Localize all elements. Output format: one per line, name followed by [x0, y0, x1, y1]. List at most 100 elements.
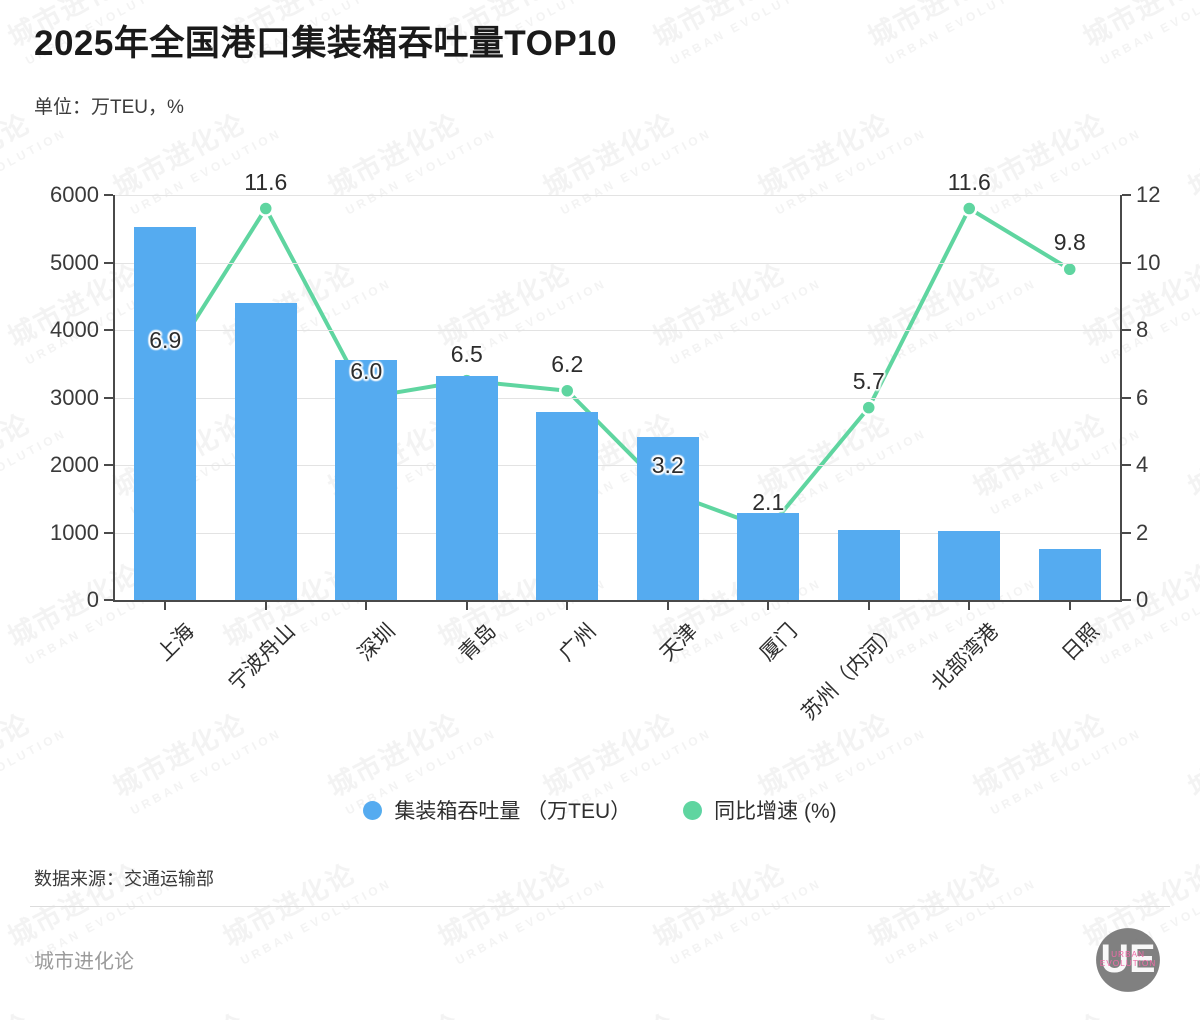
x-axis-tick [365, 600, 368, 610]
header: 2025年全国港口集装箱吞吐量TOP10 单位：万TEU，% [34, 22, 617, 119]
chart-legend: 集装箱吞吐量 （万TEU） 同比增速 (%) [0, 795, 1200, 825]
y-axis-right-label: 8 [1136, 317, 1149, 342]
y-axis-right-label: 4 [1136, 452, 1149, 477]
growth-line-path [163, 206, 1072, 532]
y-axis-right-tick [1122, 396, 1131, 399]
y-axis-right [1120, 195, 1122, 600]
line-data-label: 5.7 [852, 367, 885, 394]
x-axis-tick [867, 600, 870, 610]
line-data-label: 9.8 [1053, 229, 1086, 256]
gridline [115, 397, 1120, 399]
legend-label: 集装箱吞吐量 （万TEU） [394, 800, 632, 823]
x-axis-label: 宁波舟山 [223, 619, 300, 696]
y-axis-left-tick [104, 194, 113, 196]
chart-container: 0 1000 2000 3000 4000 5000 6000 0 2 4 6 8 10 12 上海 宁波舟山… [0, 169, 1200, 810]
y-axis-left-label: 5000 [50, 249, 99, 275]
line-data-label: 6.2 [551, 350, 584, 377]
bar [636, 436, 699, 600]
line-data-point [1061, 261, 1078, 278]
gridline [115, 465, 1120, 466]
y-axis-right-label: 0 [1136, 587, 1149, 612]
y-axis-left-label: 3000 [50, 384, 99, 410]
y-axis-right-tick [1122, 464, 1131, 466]
x-axis-label: 上海 [153, 619, 200, 666]
line-data-point [961, 200, 978, 217]
y-axis-right-tick [1122, 599, 1131, 601]
line-data-label: 6.5 [450, 340, 483, 367]
bar [737, 512, 800, 600]
y-axis-left-label: 6000 [50, 182, 99, 207]
bar [536, 411, 599, 600]
y-axis-left-label: 0 [86, 587, 99, 612]
x-axis-label: 青岛 [454, 619, 501, 666]
legend-label: 同比增速 (%) [714, 800, 837, 823]
x-axis-tick [968, 600, 971, 610]
gridline [115, 195, 1120, 196]
x-axis-label: 苏州（内河） [797, 619, 903, 725]
y-axis-right-label: 10 [1136, 249, 1161, 275]
x-axis-tick [164, 600, 167, 610]
y-axis-left-label: 4000 [50, 317, 99, 342]
y-axis-right-label: 6 [1136, 384, 1149, 410]
bar [837, 529, 900, 600]
x-axis-tick [666, 600, 669, 610]
x-axis-label: 日照 [1057, 619, 1104, 666]
line-data-point [559, 382, 576, 399]
bar [234, 303, 297, 600]
y-axis-left-tick [104, 329, 113, 331]
x-axis-tick [566, 600, 569, 610]
y-axis-right-tick [1122, 261, 1131, 264]
y-axis-left-tick [104, 531, 113, 534]
gridline [115, 330, 1120, 331]
legend-color-dot-icon [363, 800, 383, 820]
y-axis-left [113, 195, 115, 600]
plot-area: 0 1000 2000 3000 4000 5000 6000 0 2 4 6 8 10 12 上海 宁波舟山… [50, 169, 1160, 725]
line-data-label: 11.6 [244, 168, 288, 195]
line-data-point [257, 200, 274, 217]
y-axis-left-label: 2000 [50, 452, 99, 477]
x-axis-label: 深圳 [354, 619, 401, 666]
line-data-label: 2.1 [752, 489, 785, 516]
legend-item[interactable]: 同比增速 (%) [683, 795, 837, 825]
legend-item[interactable]: 集装箱吞吐量 （万TEU） [363, 795, 631, 825]
page-title: 2025年全国港口集装箱吞吐量TOP10 [34, 24, 618, 63]
x-axis-tick [1068, 600, 1071, 610]
y-axis-right-label: 12 [1136, 182, 1161, 207]
gridline [115, 532, 1120, 534]
legend-color-dot-icon [683, 800, 703, 820]
line-data-label: 6.0 [350, 357, 383, 384]
y-axis-left-tick [104, 261, 113, 264]
footer-divider [30, 906, 1170, 907]
y-axis-right-tick [1122, 329, 1131, 331]
y-axis-right-tick [1122, 194, 1131, 196]
bar [435, 375, 498, 600]
bar [335, 359, 398, 600]
x-axis-label: 广州 [555, 619, 602, 666]
x-axis [113, 600, 1122, 602]
brand-name: 城市进化论 [34, 951, 134, 973]
svg-text:UE: UE [1101, 937, 1156, 981]
x-axis-label: 厦门 [756, 619, 803, 666]
svg-text:URBAN: URBAN [1111, 949, 1145, 959]
y-axis-right-tick [1122, 531, 1131, 534]
svg-text:EVOLUTION: EVOLUTION [1100, 958, 1156, 968]
line-data-label: 6.9 [149, 327, 182, 354]
line-data-label: 11.6 [947, 168, 991, 195]
brand-logo: UE URBAN EVOLUTION [1090, 922, 1166, 998]
line-data-point [860, 399, 877, 416]
x-axis-tick [264, 600, 267, 610]
y-axis-left-tick [104, 396, 113, 399]
y-axis-right-label: 2 [1136, 519, 1149, 545]
x-axis-label: 天津 [655, 619, 702, 666]
line-data-label: 3.2 [651, 452, 684, 478]
x-axis-label: 北部湾港 [927, 619, 1004, 696]
